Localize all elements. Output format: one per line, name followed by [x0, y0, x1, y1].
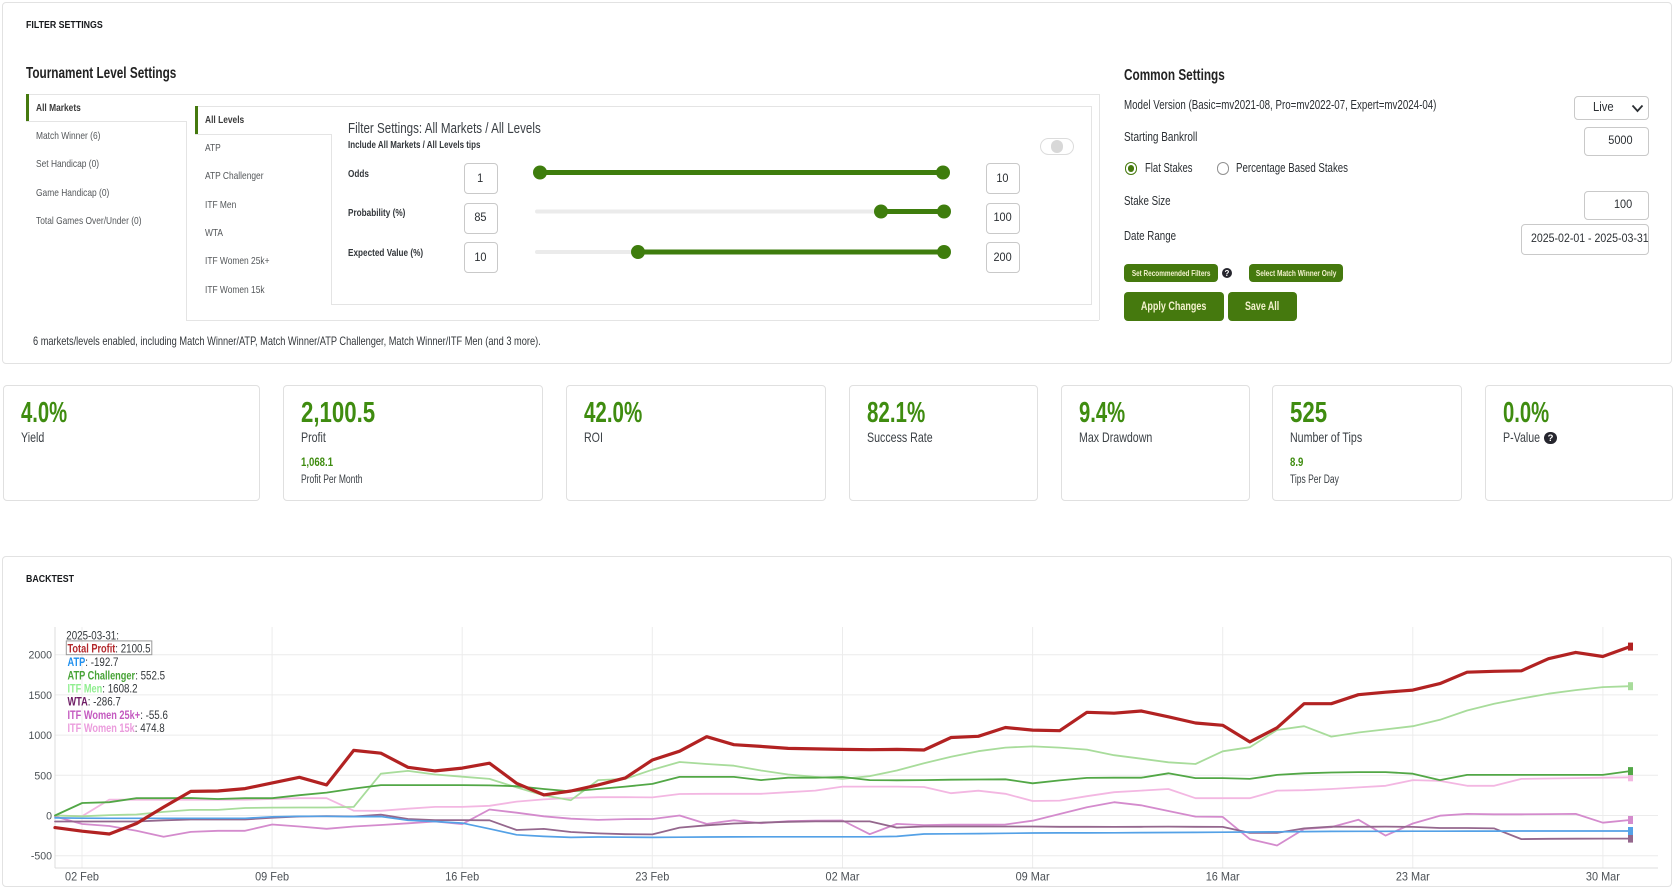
- svg-text:: 474.8: : 474.8: [135, 722, 165, 735]
- svg-text:1000: 1000: [28, 730, 52, 742]
- svg-text:0: 0: [46, 810, 52, 822]
- svg-text:2000: 2000: [28, 649, 52, 661]
- svg-text:: -55.6: : -55.6: [140, 709, 168, 722]
- svg-text:ITF Women 15k: ITF Women 15k: [68, 723, 135, 735]
- svg-text:23 Feb: 23 Feb: [635, 871, 669, 883]
- svg-text:09 Feb: 09 Feb: [255, 871, 289, 883]
- svg-text:WTA: WTA: [68, 697, 89, 709]
- svg-text:: 2100.5: : 2100.5: [115, 643, 150, 656]
- svg-text:23 Mar: 23 Mar: [1396, 871, 1430, 883]
- svg-text:ATP Challenger: ATP Challenger: [68, 670, 136, 682]
- svg-text:16 Mar: 16 Mar: [1206, 871, 1240, 883]
- svg-text:1500: 1500: [28, 690, 52, 702]
- svg-text:16 Feb: 16 Feb: [445, 871, 479, 883]
- svg-text:: -192.7: : -192.7: [85, 656, 118, 669]
- svg-text:Total Profit: Total Profit: [68, 644, 116, 656]
- svg-text:: -286.7: : -286.7: [88, 696, 121, 709]
- svg-text:ATP: ATP: [68, 657, 86, 669]
- svg-text:: 1608.2: : 1608.2: [102, 683, 137, 696]
- svg-text:ITF Men: ITF Men: [68, 684, 103, 696]
- svg-text:500: 500: [34, 770, 52, 782]
- svg-text:02 Mar: 02 Mar: [826, 871, 860, 883]
- svg-text:2025-03-31:: 2025-03-31:: [66, 630, 119, 643]
- svg-text:02 Feb: 02 Feb: [65, 871, 99, 883]
- svg-text:09 Mar: 09 Mar: [1016, 871, 1050, 883]
- svg-text:ITF Women 25k+: ITF Women 25k+: [68, 710, 141, 722]
- svg-text:: 552.5: : 552.5: [135, 670, 165, 683]
- svg-text:30 Mar: 30 Mar: [1586, 871, 1620, 883]
- svg-text:-500: -500: [31, 850, 52, 862]
